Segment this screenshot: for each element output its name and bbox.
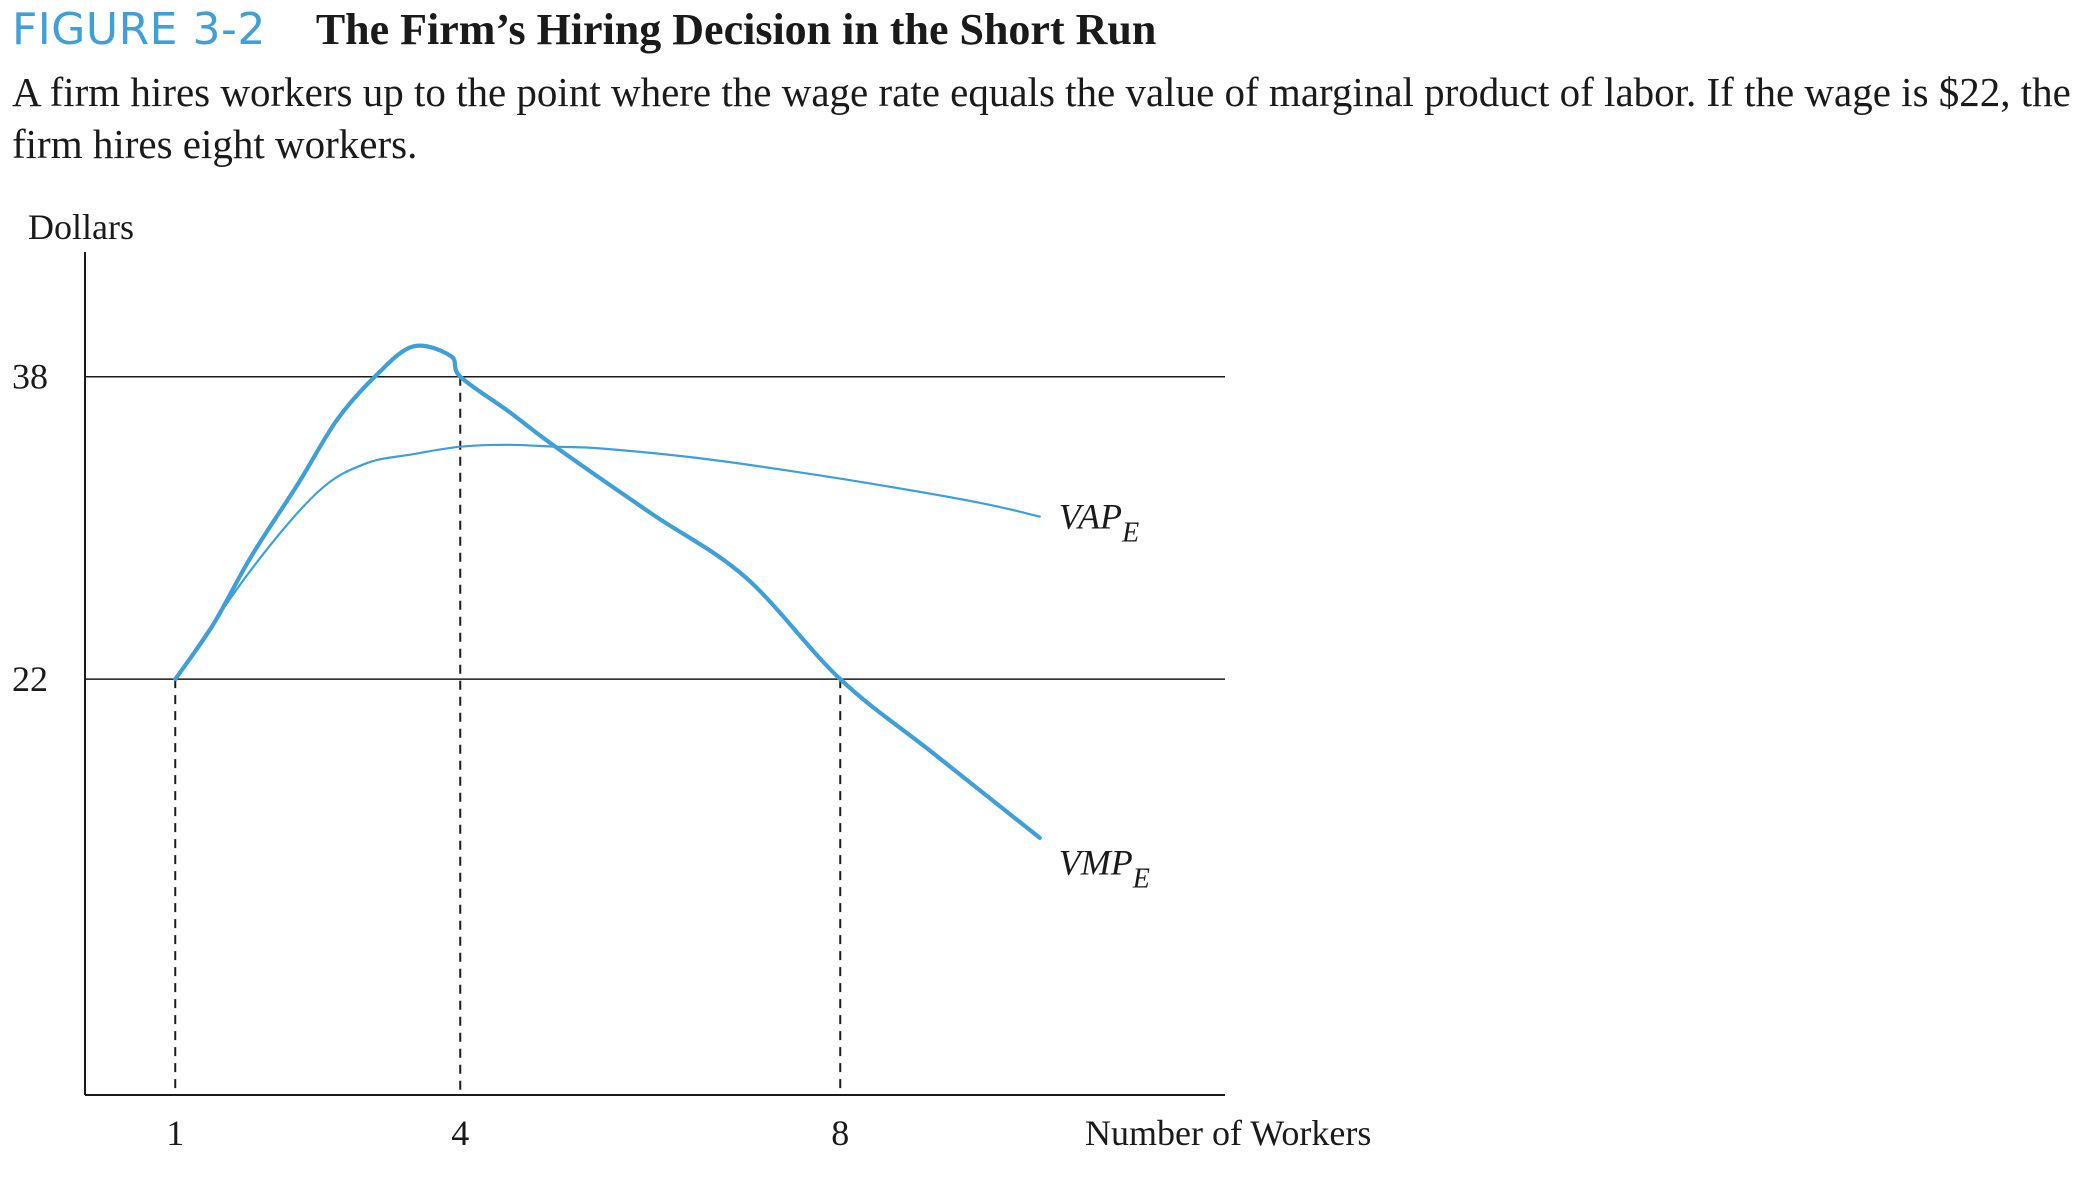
series-line-vmp — [173, 343, 1042, 840]
figure-label: FIGURE 3-2 — [12, 4, 266, 55]
series-lines — [173, 343, 1042, 840]
series-label-vap: VAPE — [1059, 497, 1139, 549]
series-label-subscript: E — [1121, 518, 1139, 549]
y-tick-label-38: 38 — [12, 357, 48, 397]
series-label-name: VAP — [1059, 497, 1122, 537]
series-label-name: VMP — [1059, 843, 1133, 883]
x-tick-label-1: 1 — [166, 1113, 184, 1153]
gridlines — [85, 375, 1225, 680]
figure-header: FIGURE 3-2 The Firm’s Hiring Decision in … — [12, 4, 2092, 55]
droplines — [174, 376, 842, 1095]
x-axis-label: Number of Workers — [1085, 1113, 1371, 1153]
y-axis-label: Dollars — [28, 207, 134, 247]
y-tick-label-22: 22 — [12, 659, 48, 699]
x-tick-labels: 1 4 8 — [166, 1113, 849, 1153]
series-label-subscript: E — [1132, 864, 1150, 895]
y-tick-labels: 22 38 — [12, 357, 48, 699]
figure-title: The Firm’s Hiring Decision in the Short … — [315, 5, 1157, 54]
series-line-vap — [174, 443, 1041, 681]
x-tick-label-8: 8 — [831, 1113, 849, 1153]
figure-caption: A firm hires workers up to the point whe… — [12, 69, 2071, 167]
series-label-vmp: VMPE — [1059, 843, 1150, 895]
x-tick-label-4: 4 — [451, 1113, 469, 1153]
